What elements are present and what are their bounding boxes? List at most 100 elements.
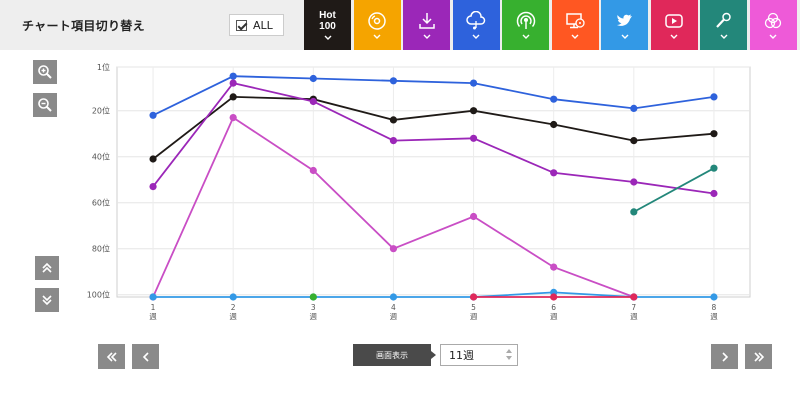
- microphone-icon: [715, 12, 731, 28]
- series-point: [389, 293, 398, 301]
- toggle-bar-title: チャート項目切り替え: [22, 19, 145, 33]
- y-tick-label: 40位: [92, 152, 110, 162]
- y-tick-label: 1位: [97, 62, 110, 72]
- scroll-up-fast-button[interactable]: [35, 256, 59, 280]
- series-point: [550, 120, 558, 129]
- x-tick-label: 週: [390, 312, 398, 321]
- series-point: [229, 114, 237, 122]
- scroll-down-fast-button[interactable]: [35, 288, 59, 312]
- series-point: [149, 293, 157, 301]
- series-point: [469, 212, 478, 221]
- series-point: [149, 183, 157, 191]
- category-toggle-lookup[interactable]: [551, 0, 599, 50]
- chevron-down-icon: [621, 34, 628, 39]
- category-toggle-karaoke[interactable]: [700, 0, 747, 50]
- series-line: [152, 75, 715, 117]
- category-toggle-radio[interactable]: [502, 0, 549, 50]
- hot100-label: Hot 100: [319, 10, 336, 32]
- x-tick-label: 週: [470, 312, 478, 321]
- zoom-in-button[interactable]: [33, 60, 57, 84]
- series-point: [550, 293, 558, 301]
- series-point: [550, 169, 558, 177]
- x-tick-label: 週: [229, 312, 237, 321]
- y-tick-label: 100位: [87, 290, 110, 300]
- week-range-select[interactable]: 11週: [440, 344, 518, 366]
- radio-broadcast-icon: [516, 11, 535, 29]
- x-tick-label: 週: [310, 312, 318, 321]
- series-line: [633, 167, 715, 213]
- x-tick-label: 週: [710, 312, 718, 321]
- series-point: [550, 263, 558, 271]
- series-point: [630, 293, 638, 301]
- chevron-down-icon: [324, 35, 331, 40]
- series-point: [389, 116, 398, 124]
- double-chevron-up-icon: [42, 262, 52, 273]
- series-point: [630, 208, 638, 216]
- video-play-icon: [665, 14, 683, 28]
- series-line: [152, 95, 715, 160]
- y-tick-label: 20位: [92, 106, 110, 116]
- series-point: [229, 72, 237, 80]
- venn-circles-icon: [764, 12, 782, 29]
- series-point: [469, 134, 478, 142]
- series-point: [710, 93, 718, 101]
- x-tick-label: 週: [630, 312, 638, 321]
- chevron-down-icon: [769, 34, 777, 39]
- double-chevron-down-icon: [42, 295, 52, 306]
- category-toggle-video[interactable]: [650, 0, 698, 50]
- zoom-out-icon: [38, 98, 52, 112]
- category-toggle-streaming[interactable]: [452, 0, 500, 50]
- computer-disc-icon: [566, 13, 585, 29]
- previous-page-button[interactable]: [132, 344, 159, 369]
- series-line: [152, 82, 715, 195]
- category-toggle-twitter[interactable]: [601, 0, 648, 50]
- series-point: [229, 79, 237, 87]
- zoom-out-button[interactable]: [33, 93, 57, 117]
- chevron-down-icon: [522, 34, 529, 39]
- chevron-right-icon: [721, 351, 728, 362]
- series-point: [630, 178, 638, 186]
- chevron-down-icon: [373, 34, 381, 39]
- category-toggle-download[interactable]: [403, 0, 450, 50]
- category-toggle-hot100[interactable]: Hot 100: [304, 0, 351, 50]
- display-label-arrow: [431, 351, 436, 359]
- next-page-button[interactable]: [711, 344, 738, 369]
- x-tick-label: 3: [311, 303, 316, 312]
- chevron-down-icon: [472, 34, 480, 39]
- last-page-button[interactable]: [745, 344, 772, 369]
- x-tick-label: 6: [551, 303, 556, 312]
- series-point: [710, 293, 718, 301]
- series-point: [149, 155, 157, 163]
- series-point: [469, 107, 478, 115]
- chevron-down-icon: [571, 34, 579, 39]
- first-page-button[interactable]: [98, 344, 125, 369]
- series-point: [229, 93, 237, 101]
- series-point: [469, 79, 478, 87]
- week-range-value: 11週: [449, 349, 474, 362]
- series-point: [710, 130, 718, 138]
- series-point: [710, 164, 718, 172]
- category-toggle-cd[interactable]: [353, 0, 401, 50]
- x-tick-label: 週: [550, 312, 558, 321]
- download-icon: [418, 13, 435, 29]
- series-point: [389, 137, 398, 145]
- series-point: [550, 95, 558, 103]
- plot-area: [116, 66, 751, 298]
- x-tick-label: 8: [712, 303, 717, 312]
- checkbox-checked-icon: [236, 19, 247, 31]
- all-checkbox[interactable]: ALL: [229, 14, 284, 36]
- x-tick-label: 5: [471, 303, 476, 312]
- chevron-down-icon: [423, 34, 430, 39]
- category-toggle-total[interactable]: [749, 0, 797, 50]
- series-point: [469, 293, 478, 301]
- cd-disc-icon: [368, 12, 386, 30]
- series-point: [630, 137, 638, 145]
- series-point: [389, 77, 398, 85]
- series-point: [229, 293, 237, 301]
- series-point: [309, 74, 317, 83]
- double-chevron-right-icon: [753, 351, 764, 362]
- cloud-music-icon: [466, 11, 486, 30]
- display-range-label: 画面表示: [353, 344, 431, 366]
- all-label: ALL: [253, 18, 273, 32]
- zoom-in-icon: [38, 65, 52, 79]
